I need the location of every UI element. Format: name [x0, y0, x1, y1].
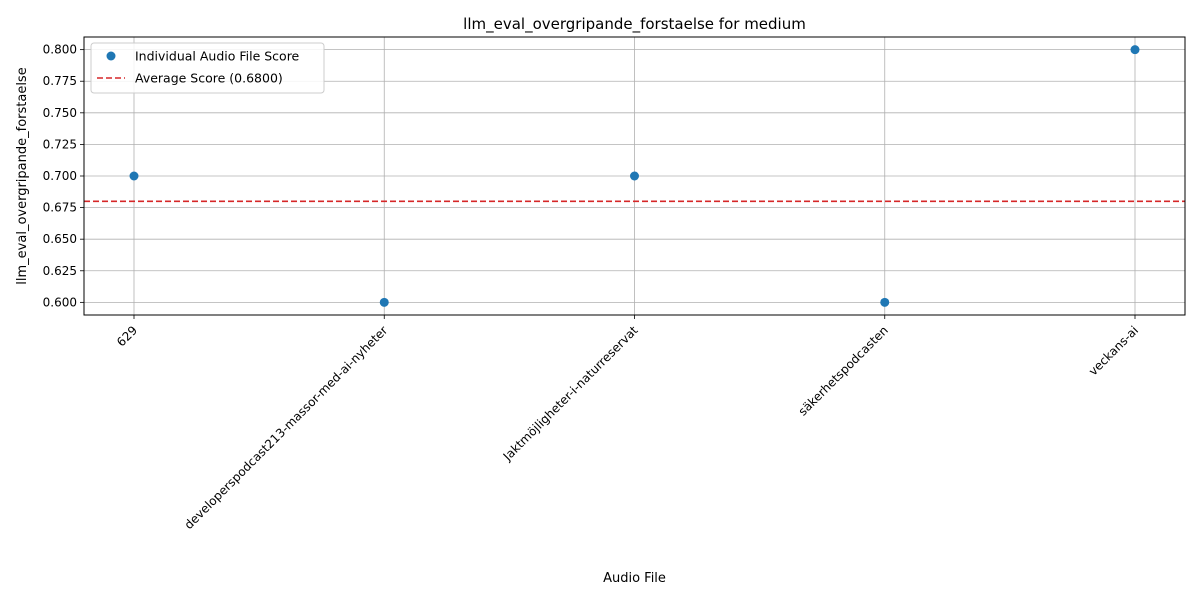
legend: Individual Audio File Score Average Scor… [90, 42, 325, 94]
x-axis-ticks: 629 developerspodcast213-massor-med-ai-ny… [114, 315, 1141, 532]
x-tick-label: 629 [114, 323, 140, 349]
data-point [379, 297, 389, 307]
data-point [129, 171, 139, 181]
y-tick-label: 0.650 [43, 232, 77, 246]
y-tick-label: 0.625 [43, 264, 77, 278]
y-tick-label: 0.725 [43, 137, 77, 151]
chart-title: llm_eval_overgripande_forstaelse for med… [463, 15, 806, 34]
y-tick-label: 0.800 [43, 43, 77, 57]
x-axis-label: Audio File [603, 571, 666, 586]
x-tick-label: developerspodcast213-massor-med-ai-nyhet… [182, 323, 391, 532]
y-axis-label: llm_eval_overgripande_forstaelse [15, 67, 30, 284]
data-point [630, 171, 639, 181]
x-tick-label: veckans-ai [1086, 323, 1141, 378]
legend-label-points: Individual Audio File Score [135, 49, 300, 64]
y-tick-label: 0.775 [43, 74, 77, 88]
data-point [1130, 45, 1140, 55]
legend-label-average: Average Score (0.6800) [135, 71, 283, 86]
y-axis-ticks: 0.600 0.625 0.650 0.675 0.700 0.725 0.750 0.775… [43, 43, 84, 309]
data-points [129, 45, 1140, 307]
data-point [880, 297, 890, 307]
legend-box [90, 42, 325, 94]
y-tick-label: 0.750 [43, 106, 77, 120]
x-tick-label: Jaktmöjligheter-i-naturreservat [500, 323, 641, 464]
y-tick-label: 0.600 [43, 295, 77, 309]
legend-marker-points [106, 51, 116, 61]
x-tick-label: säkerhetspodcasten [796, 323, 891, 418]
y-tick-label: 0.675 [43, 201, 77, 215]
y-tick-label: 0.700 [43, 169, 77, 183]
